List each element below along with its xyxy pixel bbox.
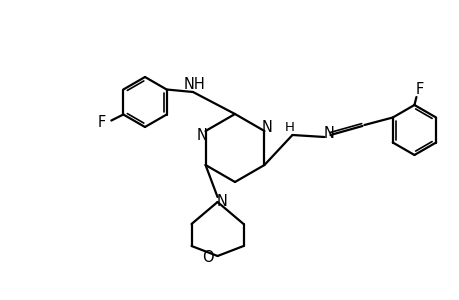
Text: F: F — [414, 82, 423, 97]
Text: N: N — [197, 128, 207, 142]
Text: N: N — [262, 119, 272, 134]
Text: NH: NH — [184, 76, 206, 92]
Text: O: O — [202, 250, 213, 265]
Text: N: N — [217, 194, 228, 208]
Text: N: N — [323, 125, 334, 140]
Text: F: F — [97, 115, 105, 130]
Text: H: H — [284, 121, 294, 134]
